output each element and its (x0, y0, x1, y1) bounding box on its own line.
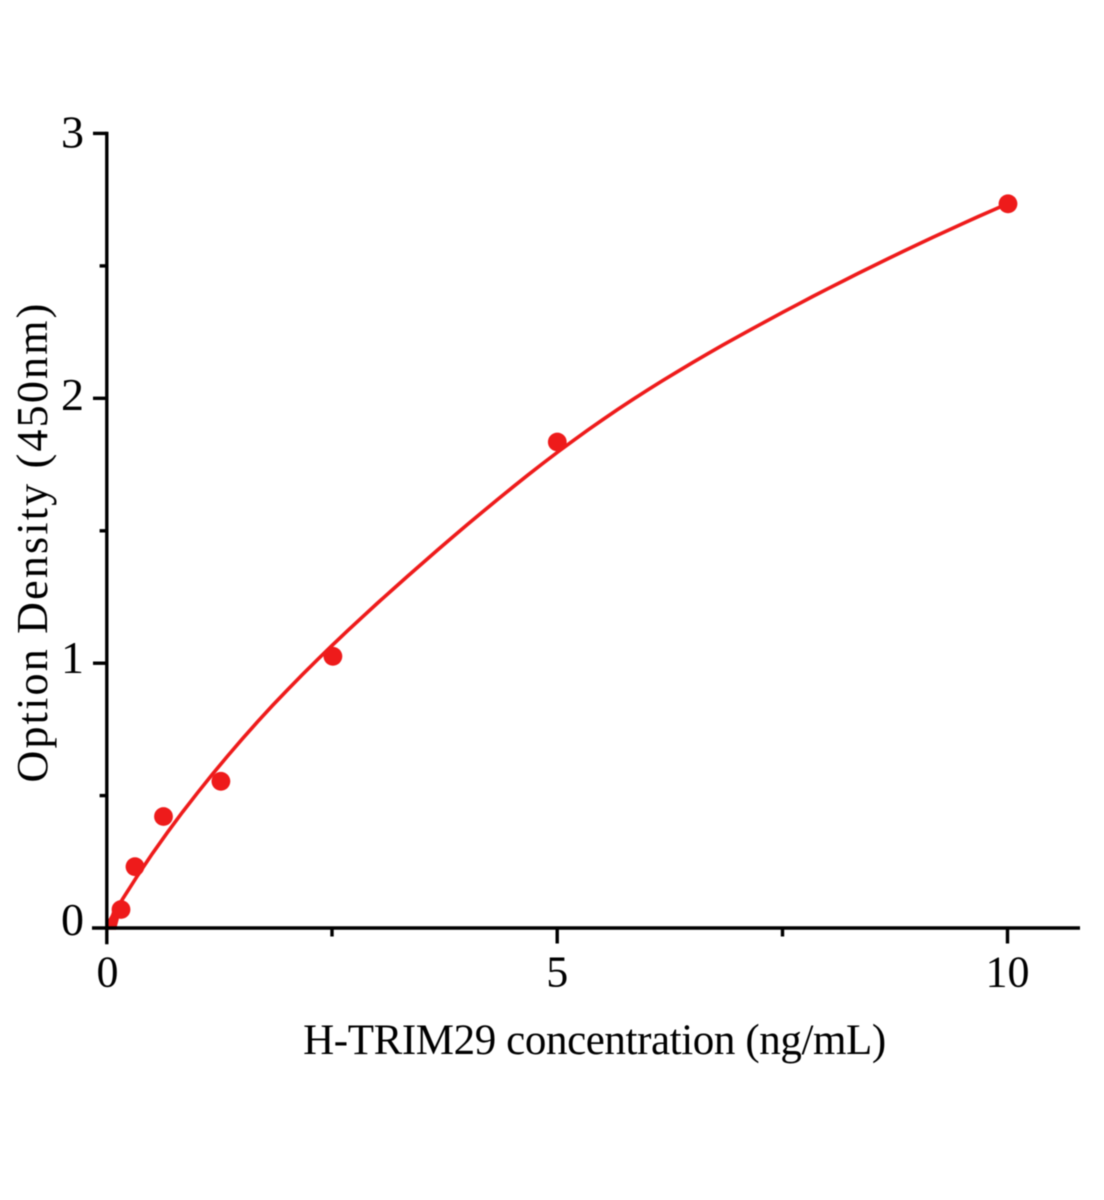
svg-text:H-TRIM29 concentration (ng/mL): H-TRIM29 concentration (ng/mL) (303, 1017, 886, 1064)
svg-text:3: 3 (61, 107, 84, 158)
svg-text:2: 2 (61, 369, 84, 420)
svg-text:0: 0 (97, 948, 119, 997)
svg-text:0: 0 (61, 894, 84, 945)
svg-text:5: 5 (546, 948, 568, 997)
svg-text:10: 10 (986, 948, 1030, 997)
svg-text:1: 1 (61, 632, 84, 683)
svg-text:Option Density (450nm): Option Density (450nm) (8, 301, 57, 782)
